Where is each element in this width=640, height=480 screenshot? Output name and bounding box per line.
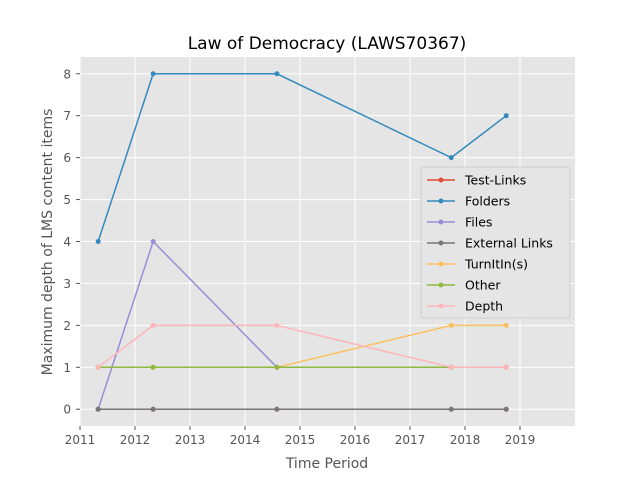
data-point xyxy=(95,406,101,412)
x-axis-ticks: 2011 2012 2013 2014 2015 2016 2017 2018 2019 xyxy=(65,426,536,447)
data-point xyxy=(503,364,509,370)
legend-item: Depth xyxy=(427,299,503,314)
y-tick-label: 8 xyxy=(63,67,71,81)
legend-item: Test-Links xyxy=(427,173,526,188)
legend-swatch-marker xyxy=(438,198,444,204)
legend-label: TurnItIn(s) xyxy=(464,257,528,272)
data-point xyxy=(150,406,156,412)
legend: Test-Links Folders Files External Links Turn… xyxy=(420,166,571,319)
y-tick-label: 2 xyxy=(63,319,71,333)
series-3 xyxy=(95,406,509,412)
legend-swatch-marker xyxy=(438,261,444,267)
legend-item: Other xyxy=(427,278,501,293)
y-tick-label: 4 xyxy=(63,235,71,249)
data-point xyxy=(150,322,156,328)
x-tick-label: 2013 xyxy=(175,433,206,447)
data-point xyxy=(274,322,280,328)
data-point xyxy=(448,322,454,328)
data-point xyxy=(274,364,280,370)
y-tick-label: 5 xyxy=(63,193,71,207)
legend-label: Other xyxy=(465,278,501,293)
data-point xyxy=(95,239,101,244)
data-point xyxy=(274,406,280,412)
data-point xyxy=(503,406,509,412)
legend-item: Folders xyxy=(427,194,510,209)
legend-frame xyxy=(420,166,571,319)
y-tick-label: 7 xyxy=(63,109,71,123)
x-tick-label: 2018 xyxy=(450,433,481,447)
legend-item: External Links xyxy=(427,236,553,251)
legend-swatch-marker xyxy=(438,303,444,309)
legend-swatch-marker xyxy=(438,177,444,183)
x-tick-label: 2019 xyxy=(505,433,536,447)
series-6 xyxy=(95,322,509,370)
data-point xyxy=(448,364,454,370)
data-point xyxy=(95,364,101,370)
legend-label: Test-Links xyxy=(464,173,526,188)
data-point xyxy=(503,113,509,119)
y-tick-label: 1 xyxy=(63,361,71,375)
data-point xyxy=(448,155,454,161)
data-point xyxy=(448,406,454,412)
x-tick-label: 2017 xyxy=(395,433,426,447)
legend-label: Files xyxy=(465,215,492,230)
legend-label: Depth xyxy=(465,299,503,314)
series-1 xyxy=(95,71,509,244)
data-point xyxy=(150,239,156,244)
data-point xyxy=(150,71,156,77)
x-axis-label: Time Period xyxy=(285,456,368,472)
y-axis-label: Maximum depth of LMS content items xyxy=(40,109,56,376)
legend-label: External Links xyxy=(465,236,553,251)
legend-swatch-marker xyxy=(438,240,444,246)
series-layer xyxy=(95,71,509,412)
chart-title: Law of Democracy (LAWS70367) xyxy=(188,34,467,54)
y-tick-label: 0 xyxy=(63,403,71,417)
data-point xyxy=(150,364,156,370)
legend-item: Files xyxy=(427,215,492,230)
x-tick-label: 2015 xyxy=(285,433,316,447)
y-axis-ticks: 0 1 2 3 4 5 6 7 8 xyxy=(63,67,80,417)
data-point xyxy=(274,71,280,77)
x-tick-label: 2016 xyxy=(340,433,371,447)
data-point xyxy=(503,322,509,328)
x-tick-label: 2012 xyxy=(120,433,151,447)
legend-label: Folders xyxy=(465,194,510,209)
y-tick-label: 3 xyxy=(63,277,71,291)
legend-item: TurnItIn(s) xyxy=(427,257,528,272)
y-tick-label: 6 xyxy=(63,151,71,165)
legend-swatch-marker xyxy=(438,282,444,288)
x-tick-label: 2011 xyxy=(65,433,96,447)
x-tick-label: 2014 xyxy=(230,433,261,447)
legend-swatch-marker xyxy=(438,219,444,225)
